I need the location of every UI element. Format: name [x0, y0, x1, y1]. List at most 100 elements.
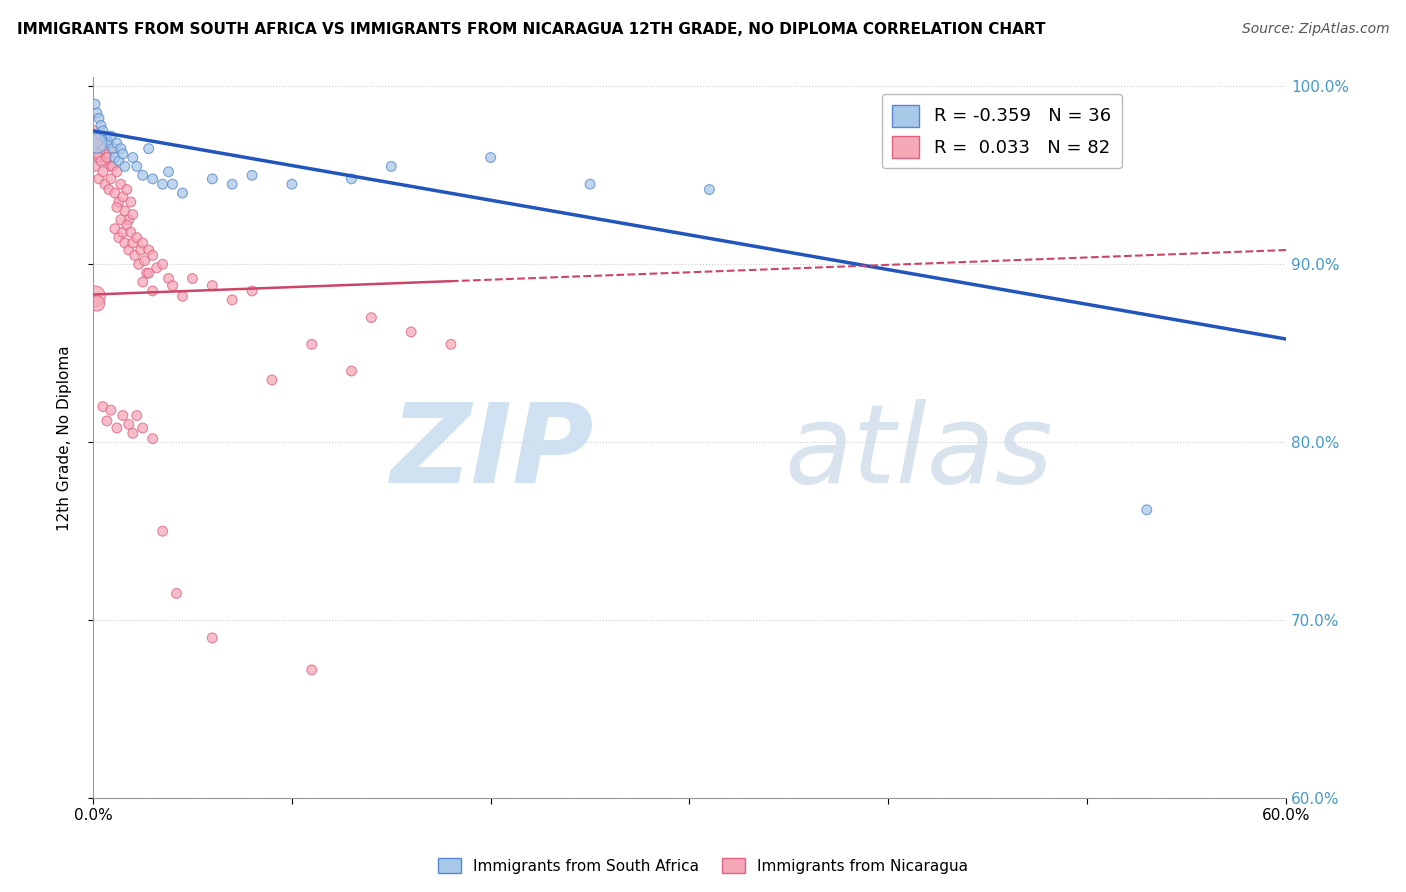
Point	[110, 142, 132, 156]
Point	[86, 136, 108, 151]
Point	[115, 218, 138, 232]
Point	[152, 178, 174, 192]
Point	[301, 337, 323, 351]
Point	[399, 325, 422, 339]
Point	[132, 421, 155, 435]
Point	[90, 154, 112, 169]
Point	[172, 289, 194, 303]
Point	[114, 203, 136, 218]
Point	[172, 186, 194, 200]
Point	[97, 147, 120, 161]
Point	[114, 160, 136, 174]
Point	[105, 136, 128, 151]
Point	[181, 271, 204, 285]
Point	[100, 172, 122, 186]
Point	[240, 169, 263, 183]
Point	[86, 106, 108, 120]
Point	[129, 243, 152, 257]
Point	[138, 243, 160, 257]
Point	[125, 230, 148, 244]
Point	[1136, 503, 1159, 517]
Point	[162, 178, 184, 192]
Point	[145, 260, 167, 275]
Point	[91, 400, 114, 414]
Point	[132, 169, 155, 183]
Point	[201, 172, 224, 186]
Point	[84, 289, 107, 303]
Point	[166, 586, 188, 600]
Point	[104, 221, 127, 235]
Legend: Immigrants from South Africa, Immigrants from Nicaragua: Immigrants from South Africa, Immigrants…	[432, 852, 974, 880]
Point	[281, 178, 304, 192]
Point	[86, 296, 108, 310]
Point	[104, 186, 127, 200]
Point	[96, 414, 118, 428]
Point	[138, 142, 160, 156]
Point	[162, 278, 184, 293]
Point	[201, 631, 224, 645]
Point	[108, 194, 131, 209]
Point	[96, 133, 118, 147]
Point	[125, 160, 148, 174]
Point	[114, 235, 136, 250]
Point	[440, 337, 463, 351]
Point	[97, 182, 120, 196]
Point	[120, 225, 142, 239]
Point	[100, 160, 122, 174]
Point	[121, 151, 143, 165]
Point	[110, 212, 132, 227]
Point	[125, 409, 148, 423]
Point	[340, 172, 363, 186]
Point	[94, 129, 117, 144]
Point	[360, 310, 382, 325]
Point	[699, 182, 721, 196]
Point	[105, 200, 128, 214]
Point	[111, 225, 134, 239]
Point	[201, 278, 224, 293]
Point	[118, 212, 141, 227]
Point	[87, 151, 110, 165]
Point	[380, 160, 402, 174]
Point	[90, 119, 112, 133]
Point	[134, 253, 156, 268]
Point	[221, 293, 243, 307]
Point	[340, 364, 363, 378]
Point	[142, 284, 165, 298]
Point	[115, 182, 138, 196]
Point	[142, 172, 165, 186]
Point	[101, 142, 124, 156]
Point	[121, 207, 143, 221]
Point	[157, 165, 180, 179]
Point	[120, 194, 142, 209]
Point	[94, 154, 117, 169]
Point	[124, 248, 146, 262]
Y-axis label: 12th Grade, No Diploma: 12th Grade, No Diploma	[58, 345, 72, 531]
Point	[84, 160, 107, 174]
Point	[135, 266, 157, 280]
Point	[152, 524, 174, 538]
Point	[86, 136, 108, 151]
Point	[97, 136, 120, 151]
Point	[142, 248, 165, 262]
Point	[105, 165, 128, 179]
Text: atlas: atlas	[785, 399, 1053, 506]
Point	[579, 178, 602, 192]
Point	[110, 178, 132, 192]
Point	[90, 129, 112, 144]
Point	[91, 165, 114, 179]
Point	[479, 151, 502, 165]
Point	[101, 160, 124, 174]
Point	[301, 663, 323, 677]
Point	[132, 235, 155, 250]
Point	[221, 178, 243, 192]
Point	[111, 147, 134, 161]
Point	[86, 147, 108, 161]
Point	[128, 257, 150, 271]
Text: IMMIGRANTS FROM SOUTH AFRICA VS IMMIGRANTS FROM NICARAGUA 12TH GRADE, NO DIPLOMA: IMMIGRANTS FROM SOUTH AFRICA VS IMMIGRAN…	[17, 22, 1046, 37]
Point	[121, 235, 143, 250]
Point	[104, 151, 127, 165]
Point	[105, 421, 128, 435]
Point	[142, 432, 165, 446]
Point	[87, 112, 110, 126]
Point	[118, 417, 141, 432]
